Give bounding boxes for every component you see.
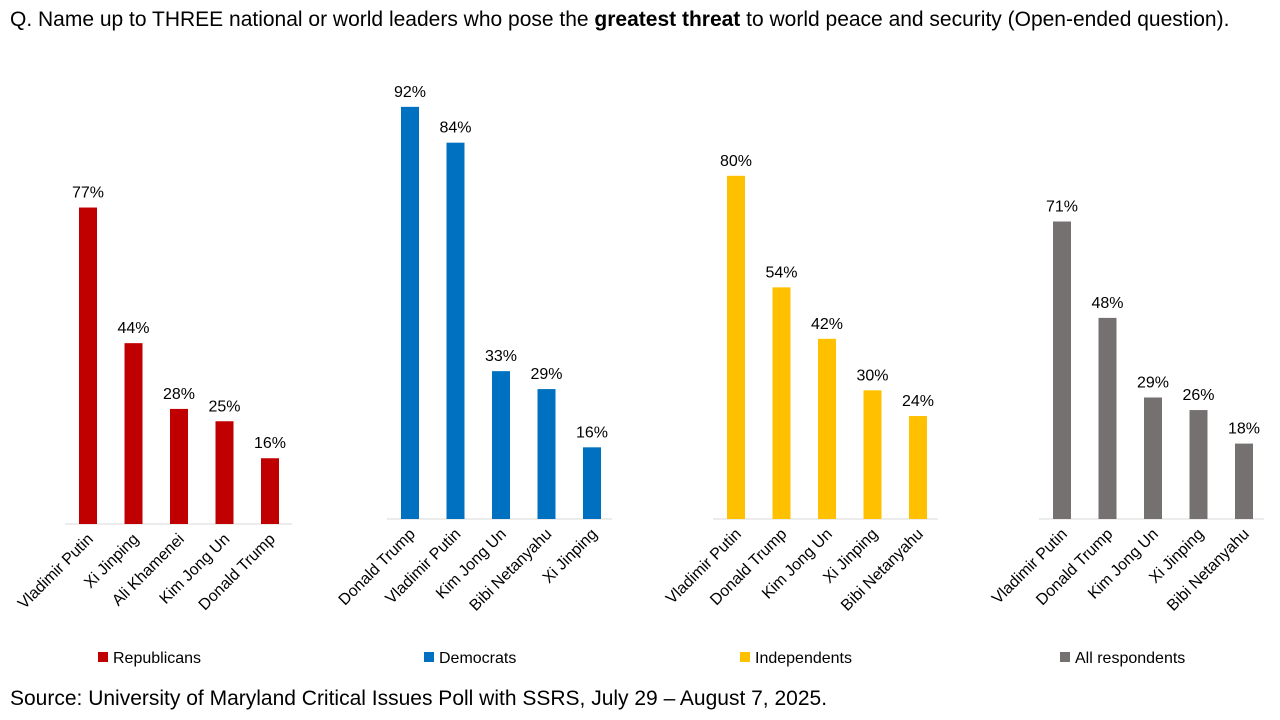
bar [215,421,234,524]
data-label: 29% [530,366,562,383]
bar [124,343,143,524]
data-label: 77% [72,185,104,202]
source-note: Source: University of Maryland Critical … [10,687,828,710]
data-label: 25% [208,398,240,415]
legend-swatch [740,652,750,662]
category-label: Bibi Netanyahu [467,526,556,615]
bar [446,142,465,519]
legend-label: Independents [755,650,852,667]
bar [863,390,882,519]
data-label: 48% [1091,295,1123,312]
question-suffix: to world peace and security (Open-ended … [740,8,1230,31]
bar [727,175,745,520]
data-label: 33% [485,348,517,365]
bar [79,207,97,524]
category-label: Bibi Netanyahu [1164,526,1253,615]
category-label: Vladimir Putin [15,531,97,613]
bar [1098,317,1117,519]
bar [170,408,188,524]
bar [772,287,791,519]
bar [1053,221,1071,519]
category-label: Donald Trump [336,526,419,609]
data-label: 29% [1137,374,1169,391]
data-label: 71% [1046,199,1078,216]
bar [1189,410,1208,519]
bar [583,447,601,519]
legend-label: All respondents [1075,650,1185,667]
question-prefix: Q. Name up to THREE national or world le… [10,8,595,31]
bar [492,371,510,519]
data-label: 80% [720,153,752,170]
data-label: 30% [856,367,888,384]
question-text: Q. Name up to THREE national or world le… [10,6,1260,34]
data-label: 18% [1228,421,1260,438]
data-label: 24% [902,393,934,410]
legend-label: Democrats [439,650,516,667]
legend-swatch [1060,652,1070,662]
data-label: 26% [1182,387,1214,404]
data-label: 54% [765,264,797,281]
legend-swatch [424,652,434,662]
bar [537,389,556,519]
question-emphasis: greatest threat [594,8,741,31]
bar [261,458,279,524]
bar [909,416,927,519]
data-label: 42% [811,316,843,333]
data-label: 84% [439,120,471,137]
bar [401,106,419,519]
bar [818,338,836,519]
bar [1235,443,1253,519]
category-label: Bibi Netanyahu [838,526,927,615]
data-label: 28% [163,386,195,403]
legend-label: Republicans [113,650,201,667]
data-label: 16% [576,424,608,441]
bar [1144,397,1162,519]
data-label: 44% [117,320,149,337]
legend-swatch [98,652,108,662]
data-label: 92% [394,84,426,101]
data-label: 16% [254,435,286,452]
